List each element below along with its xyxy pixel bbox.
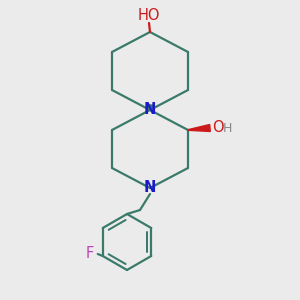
Text: N: N: [144, 101, 156, 116]
Text: N: N: [144, 179, 156, 194]
Polygon shape: [188, 124, 210, 131]
Polygon shape: [146, 105, 154, 110]
Text: HO: HO: [138, 8, 160, 23]
Text: O: O: [212, 119, 224, 134]
Text: H: H: [222, 122, 232, 134]
Text: F: F: [85, 247, 94, 262]
